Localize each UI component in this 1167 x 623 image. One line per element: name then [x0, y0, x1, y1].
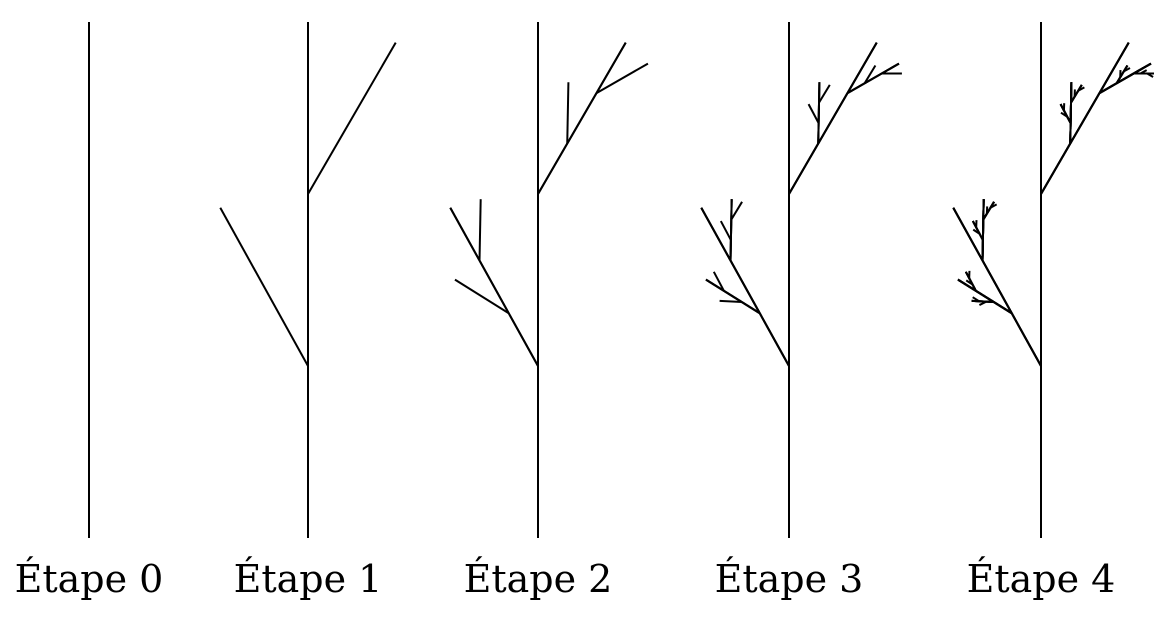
branch-segment — [964, 271, 977, 292]
branch-segment — [566, 82, 570, 144]
branch-segment — [957, 278, 1013, 315]
branch-segment — [972, 296, 980, 303]
branch-segment — [537, 42, 627, 195]
branch-segment — [1140, 69, 1148, 75]
branch-segment — [863, 64, 877, 84]
branch-segment — [449, 207, 539, 367]
branch-segment — [719, 299, 742, 304]
branch-segment — [478, 199, 482, 261]
branch-segment — [788, 42, 878, 195]
branch-segment — [971, 299, 994, 304]
branch-segment — [1098, 62, 1152, 94]
branch-segment — [1059, 103, 1072, 124]
branch-segment — [1146, 72, 1154, 78]
branch-segment — [700, 207, 790, 367]
branch-segment — [730, 201, 743, 221]
branch-segment — [454, 278, 510, 315]
branch-segment — [807, 103, 820, 124]
branch-segment — [1077, 86, 1085, 92]
branch-segment — [595, 62, 649, 94]
branch-segment — [729, 199, 733, 261]
branch-segment — [712, 271, 725, 292]
branch-segment — [965, 279, 974, 286]
stage-label-4: Étape 4 — [966, 557, 1116, 601]
stage-label-3: Étape 3 — [714, 557, 864, 601]
branch-segment — [1060, 111, 1068, 118]
branch-segment — [972, 228, 981, 235]
branch-segment — [307, 42, 397, 195]
plant-stage-4 — [952, 22, 1154, 538]
branch-segment — [719, 220, 732, 241]
stage-label-2: Étape 2 — [463, 557, 613, 601]
plant-stage-1 — [219, 22, 397, 538]
branch-segment — [1123, 67, 1131, 73]
branch-segment — [952, 207, 1042, 367]
branch-segment — [971, 220, 984, 241]
stage-label-1: Étape 1 — [233, 557, 383, 601]
branch-segment — [219, 207, 309, 367]
branch-segment — [1070, 84, 1083, 104]
plant-stage-2 — [449, 22, 649, 538]
branch-segment — [1115, 64, 1129, 84]
branch-segment — [981, 199, 985, 261]
branch-segment — [846, 62, 900, 94]
stage-label-0: Étape 0 — [14, 557, 164, 601]
branch-segment — [1069, 82, 1073, 144]
branch-segment — [818, 84, 831, 104]
branch-segment — [982, 201, 995, 221]
plant-stage-3 — [700, 22, 902, 538]
branch-segment — [705, 278, 761, 315]
branch-segment — [978, 300, 987, 306]
branch-segment — [989, 203, 998, 209]
branch-segment — [817, 82, 821, 144]
branch-segment — [1040, 42, 1130, 195]
